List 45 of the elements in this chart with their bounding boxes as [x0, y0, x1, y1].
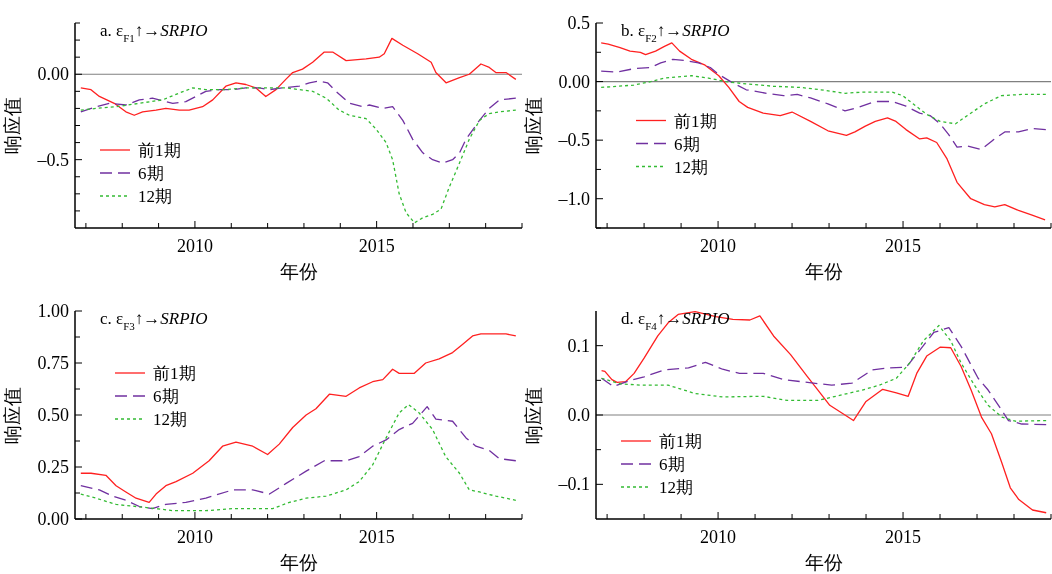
- y-tick-label: –0.5: [557, 130, 590, 151]
- y-tick-label: 0.50: [37, 405, 69, 425]
- y-tick-label: 0.75: [37, 353, 69, 373]
- x-axis-title: 年份: [804, 261, 843, 282]
- x-tick-label: 2010: [700, 527, 737, 547]
- x-tick-label: 2015: [358, 236, 395, 256]
- x-tick-label: 2010: [700, 236, 737, 256]
- legend-label: 前1期: [674, 111, 717, 131]
- y-tick-label: –1.0: [557, 188, 590, 209]
- y-tick-label: –0.1: [557, 474, 590, 495]
- legend-label: 6期: [138, 164, 164, 183]
- y-tick-label: –0.5: [36, 149, 69, 170]
- legend-label: 6期: [674, 134, 700, 154]
- y-tick-label: 0.5: [567, 13, 590, 33]
- x-axis-title: 年份: [804, 552, 843, 573]
- y-tick-label: 0.00: [37, 64, 69, 85]
- x-tick-label: 2010: [176, 527, 213, 547]
- legend-label: 12期: [153, 410, 187, 429]
- y-tick-label: 0.1: [567, 335, 590, 356]
- legend-label: 12期: [659, 478, 693, 497]
- x-tick-label: 2015: [885, 236, 922, 256]
- y-tick-label: 0.25: [37, 457, 69, 477]
- legend-label: 前1期: [153, 364, 196, 383]
- legend-label: 前1期: [138, 141, 181, 160]
- y-axis-title: 响应值: [2, 97, 23, 154]
- y-axis-title: 响应值: [523, 97, 544, 154]
- y-tick-label: 0.0: [567, 405, 590, 425]
- legend-label: 6期: [153, 387, 179, 406]
- x-tick-label: 2010: [176, 236, 213, 256]
- y-tick-label: 0.00: [37, 509, 69, 529]
- x-axis-title: 年份: [279, 552, 318, 573]
- x-tick-label: 2015: [885, 527, 922, 547]
- legend-label: 12期: [674, 157, 708, 177]
- chart-title: a. ε$_{F1}$↑→SRPIO: [100, 21, 208, 44]
- x-tick-label: 2015: [358, 527, 395, 547]
- y-axis-title: 响应值: [523, 386, 544, 444]
- x-axis-title: 年份: [279, 261, 318, 282]
- legend-label: 6期: [659, 455, 685, 474]
- chart-title: c. ε$_{F3}$↑→SRPIO: [100, 309, 208, 332]
- y-tick-label: 1.00: [37, 301, 69, 321]
- legend-label: 12期: [138, 187, 172, 206]
- y-axis-title: 响应值: [2, 386, 23, 444]
- y-tick-label: 0.00: [558, 71, 590, 92]
- chart-title: b. ε$_{F2}$↑→SRPIO: [621, 21, 730, 44]
- legend-label: 前1期: [659, 432, 702, 451]
